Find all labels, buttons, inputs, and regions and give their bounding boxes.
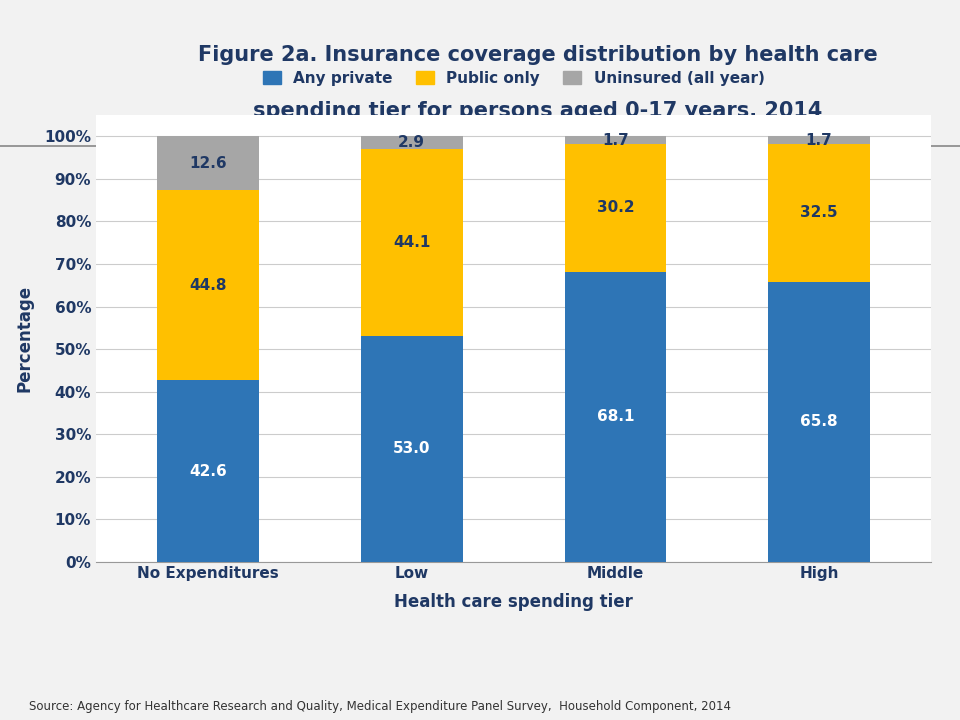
Bar (361, 149, 463, 336)
Text: 32.5: 32.5 (801, 205, 838, 220)
Y-axis label: Percentage: Percentage (15, 285, 33, 392)
Text: 2.9: 2.9 (398, 135, 425, 150)
Text: 1.7: 1.7 (805, 132, 832, 148)
Legend: Any private, Public only, Uninsured (all year): Any private, Public only, Uninsured (all… (256, 65, 771, 92)
Bar (157, 190, 259, 380)
Text: Source: Agency for Healthcare Research and Quality, Medical Expenditure Panel Su: Source: Agency for Healthcare Research a… (29, 700, 731, 713)
Text: 1.7: 1.7 (602, 132, 629, 148)
Bar (564, 272, 666, 562)
X-axis label: Health care spending tier: Health care spending tier (395, 593, 633, 611)
Bar (564, 137, 666, 144)
Text: 44.1: 44.1 (393, 235, 430, 250)
Text: 42.6: 42.6 (189, 464, 227, 479)
Text: 30.2: 30.2 (597, 200, 635, 215)
Text: 65.8: 65.8 (801, 414, 838, 429)
Bar (157, 137, 259, 190)
Text: 44.8: 44.8 (189, 278, 227, 293)
Bar (361, 336, 463, 562)
Text: 68.1: 68.1 (597, 410, 635, 424)
Bar (361, 137, 463, 149)
Bar (768, 144, 870, 282)
Bar (768, 137, 870, 144)
Bar (157, 380, 259, 562)
Text: Figure 2a. Insurance coverage distribution by health care: Figure 2a. Insurance coverage distributi… (198, 45, 877, 66)
Text: spending tier for persons aged 0-17 years, 2014: spending tier for persons aged 0-17 year… (252, 101, 823, 121)
Bar (564, 144, 666, 272)
Text: 53.0: 53.0 (393, 441, 430, 456)
Bar (768, 282, 870, 562)
Text: 12.6: 12.6 (189, 156, 227, 171)
